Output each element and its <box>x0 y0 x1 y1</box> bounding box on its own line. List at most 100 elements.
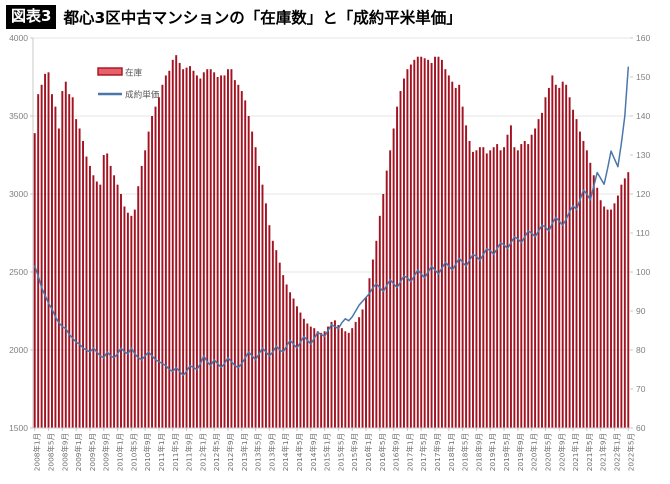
bar <box>409 64 412 428</box>
bar <box>285 284 288 428</box>
bar <box>354 321 357 428</box>
bar <box>610 209 612 428</box>
bar <box>344 331 347 428</box>
bar <box>451 81 454 429</box>
bar <box>554 84 557 429</box>
bar <box>551 75 554 428</box>
bar <box>223 75 226 428</box>
bar <box>513 147 516 428</box>
bar <box>589 162 592 429</box>
bottom-axis-tick-label: 2013年9月 <box>267 433 276 471</box>
bar <box>561 81 564 429</box>
bottom-axis-tick-label: 2013年1月 <box>240 433 249 471</box>
bar <box>278 262 281 428</box>
bottom-axis-tick-label: 2009年1月 <box>74 433 83 471</box>
bottom-axis-tick-label: 2021年1月 <box>571 433 580 471</box>
bar <box>233 80 236 428</box>
bar <box>237 84 240 429</box>
bar <box>365 296 367 428</box>
bar <box>406 69 409 428</box>
inventory-bar-series <box>33 55 630 429</box>
bar <box>389 150 392 428</box>
bar <box>306 323 309 428</box>
bar <box>475 150 478 428</box>
bar <box>289 292 292 428</box>
bar <box>458 84 461 429</box>
bar <box>620 184 623 428</box>
bar <box>472 151 474 428</box>
left-axis-tick-label: 4000 <box>9 33 28 43</box>
bar <box>358 317 361 428</box>
bar <box>202 72 205 428</box>
bar <box>478 147 481 428</box>
bar <box>185 67 188 428</box>
bar <box>251 131 254 428</box>
bottom-axis-tick-label: 2008年5月 <box>47 433 56 471</box>
bar <box>302 318 305 428</box>
bar <box>427 59 430 429</box>
bottom-axis-tick-label: 2009年5月 <box>88 433 97 471</box>
left-axis-tick-label: 3000 <box>9 189 28 199</box>
bar <box>530 134 533 428</box>
bar <box>592 175 595 428</box>
bottom-axis-tick-label: 2016年5月 <box>378 433 387 471</box>
bar <box>579 131 581 428</box>
bottom-axis-tick-label: 2021年5月 <box>585 433 594 471</box>
left-axis: 1500 2000 2500 3000 3500 4000 <box>9 33 34 433</box>
bottom-axis-tick-label: 2008年1月 <box>33 433 42 471</box>
bar <box>565 84 568 429</box>
bar <box>258 165 260 429</box>
bottom-axis-tick-label: 2022年5月 <box>626 433 635 471</box>
combo-chart: 1500 2000 2500 3000 3500 4000 60 70 80 90 100 110 1… <box>9 33 650 471</box>
bottom-axis-tick-label: 2018年1月 <box>447 433 456 471</box>
right-axis-tick-label: 120 <box>636 189 650 199</box>
bar <box>599 200 602 428</box>
bar <box>99 184 102 428</box>
legend-label: 成約単価 <box>125 88 160 100</box>
bar <box>378 215 381 428</box>
bottom-axis-tick-label: 2021年9月 <box>599 433 608 471</box>
bottom-axis-tick-label: 2020年1月 <box>530 433 539 471</box>
bar <box>40 84 43 429</box>
bar <box>296 306 298 428</box>
bar <box>75 119 78 429</box>
bar <box>175 55 178 428</box>
left-axis-tick-label: 2500 <box>9 267 28 277</box>
bottom-axis-tick-label: 2010年5月 <box>129 433 138 471</box>
bar <box>199 78 202 428</box>
bar <box>327 326 330 428</box>
bar <box>499 150 502 428</box>
bar <box>316 331 319 428</box>
bar <box>220 75 223 428</box>
bottom-axis-tick-label: 2019年5月 <box>502 433 511 471</box>
bar <box>240 91 243 428</box>
bar <box>126 212 129 428</box>
bar <box>416 56 419 428</box>
bar <box>496 144 499 428</box>
right-axis-tick-label: 130 <box>636 150 650 160</box>
bar <box>333 320 336 428</box>
bar <box>88 165 91 429</box>
bar <box>78 128 81 428</box>
bar <box>147 131 150 428</box>
bar <box>361 309 364 428</box>
bar <box>144 150 147 428</box>
legend-item: 在庫 <box>97 66 143 78</box>
bar <box>82 140 84 428</box>
left-axis-tick-label: 2000 <box>9 345 28 355</box>
bottom-axis-tick-label: 2022年1月 <box>612 433 621 471</box>
bar <box>157 97 160 428</box>
bar <box>437 56 440 428</box>
bar <box>268 225 271 428</box>
right-axis-tick-label: 70 <box>636 384 646 394</box>
bar <box>509 125 512 429</box>
bar <box>51 94 53 428</box>
right-axis-tick-label: 90 <box>636 306 646 316</box>
bar <box>313 328 316 428</box>
right-axis-tick-label: 60 <box>636 423 646 433</box>
bar <box>503 147 506 428</box>
bar <box>558 87 561 429</box>
bar <box>261 184 264 428</box>
